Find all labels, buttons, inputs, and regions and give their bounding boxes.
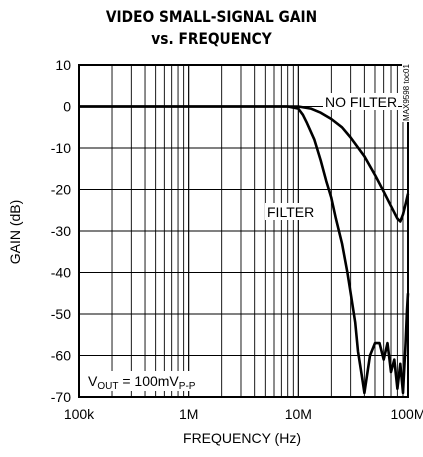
chart-title-line1: VIDEO SMALL-SIGNAL GAIN (105, 7, 318, 26)
no-filter-label-bg (323, 93, 398, 110)
vout-annotation-bg (85, 371, 220, 391)
x-tick-label: 100k (64, 406, 95, 422)
chart-title-line2: vs. FREQUENCY (151, 29, 272, 48)
no-filter-label: NO FILTER (325, 94, 397, 110)
plot-frame (78, 64, 409, 398)
vout-value: = 100mV (118, 373, 179, 389)
y-tick-label: -30 (51, 223, 71, 239)
series-line-filter (79, 105, 410, 395)
y-tick-label: -40 (51, 265, 71, 281)
x-tick-label: 100M (390, 406, 423, 422)
y-tick-label: 10 (55, 57, 71, 73)
vout-pp-sub: P-P (179, 381, 196, 392)
y-tick-label: -50 (51, 306, 71, 322)
filter-label: FILTER (267, 204, 314, 220)
y-tick-label: -10 (51, 140, 71, 156)
vout-v: V (88, 373, 98, 389)
y-tick-label: -70 (51, 389, 71, 405)
x-tick-label: 10M (285, 406, 312, 422)
y-tick-label: -60 (51, 348, 71, 364)
vout-annotation: VOUT = 100mVP-P (88, 373, 196, 392)
x-axis-label: FREQUENCY (Hz) (183, 430, 301, 446)
part-code-bg (402, 64, 411, 122)
x-tick-label: 1M (179, 406, 198, 422)
series-lines (79, 105, 410, 395)
y-axis-label: GAIN (dB) (7, 200, 23, 265)
part-code: MAX9598 toc01 (402, 64, 411, 121)
filter-label-bg (265, 203, 315, 220)
y-tick-label: -20 (51, 182, 71, 198)
vout-out-sub: OUT (97, 381, 118, 392)
series-line-no-filter (79, 105, 410, 223)
y-tick-label: 0 (63, 99, 71, 115)
